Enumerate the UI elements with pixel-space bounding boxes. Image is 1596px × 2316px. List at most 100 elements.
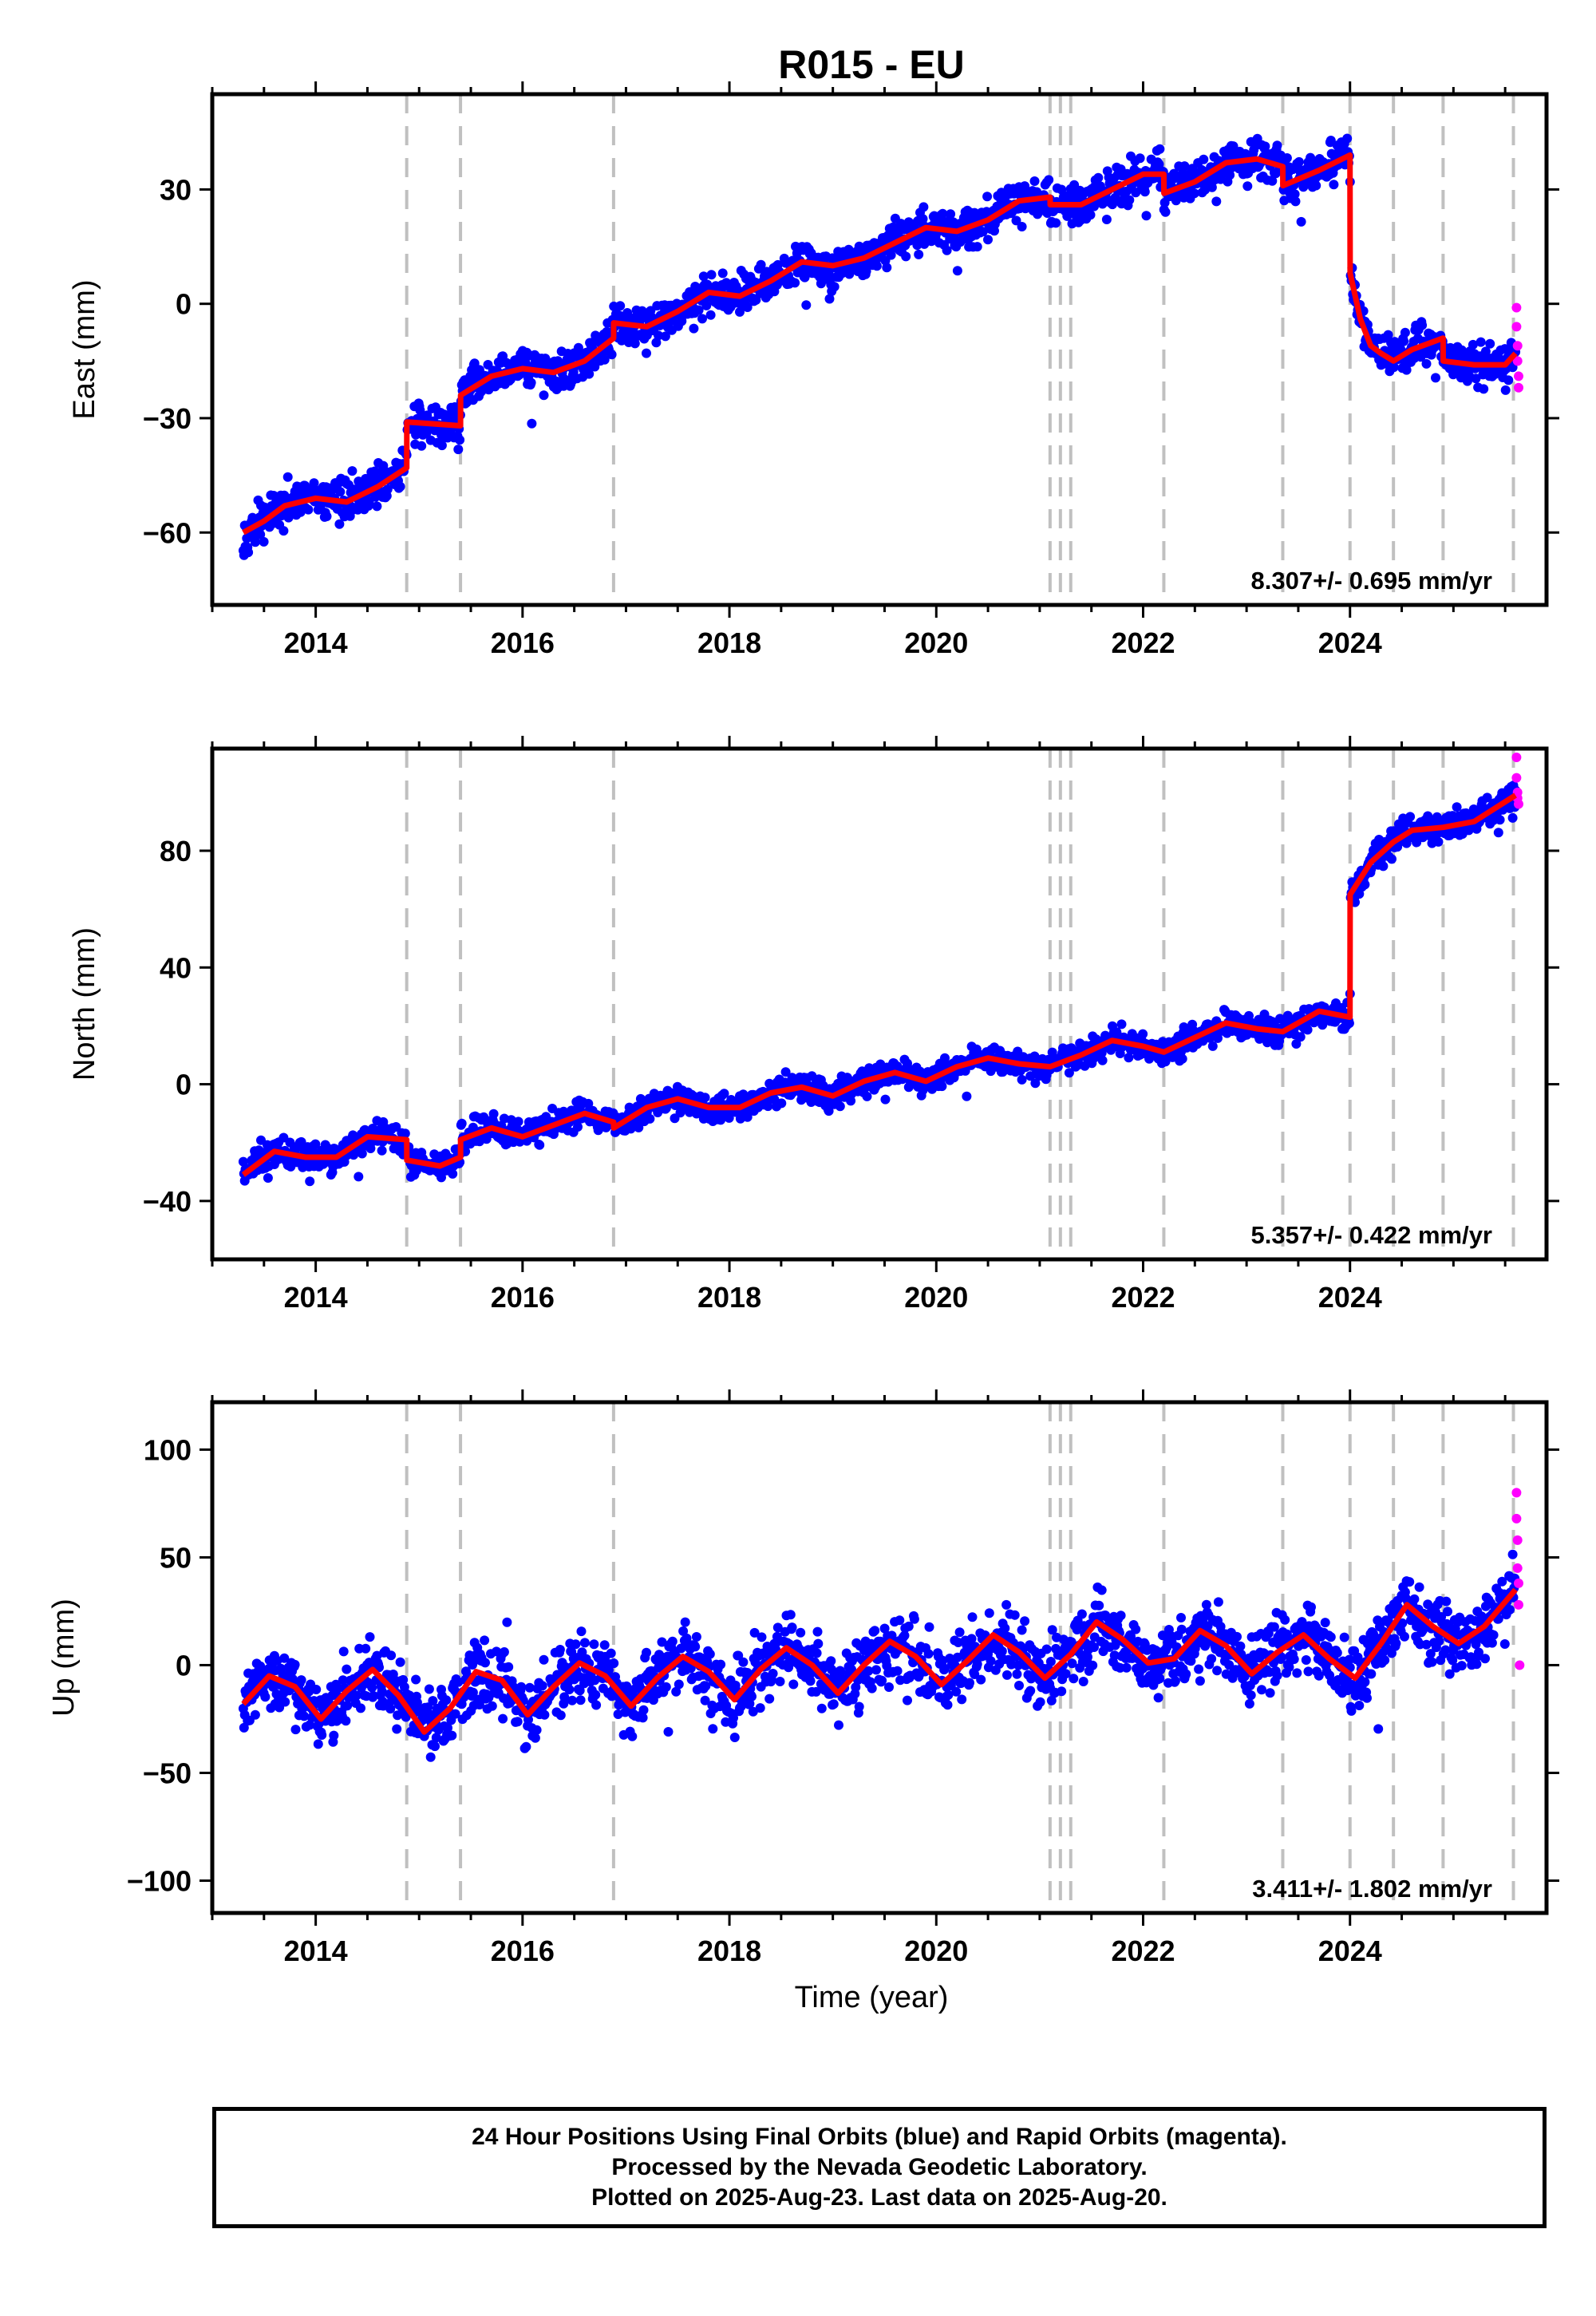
up-data-point <box>943 1690 954 1700</box>
east-data-point <box>590 362 600 372</box>
east-data-point <box>1329 180 1339 190</box>
up-data-point <box>663 1727 674 1737</box>
north-data-point <box>1291 1039 1302 1049</box>
north-data-point <box>1017 1074 1027 1085</box>
north-rapid-point <box>1511 773 1522 783</box>
north-data-point <box>1302 1025 1313 1035</box>
north-data-point <box>962 1091 972 1101</box>
up-data-point <box>338 1646 349 1657</box>
east-data-point <box>1211 196 1222 207</box>
up-final-orbit-points <box>238 1549 1521 1762</box>
north-data-point <box>700 1093 710 1103</box>
east-data-point <box>279 526 289 536</box>
east-data-point <box>1389 362 1399 373</box>
east-data-point <box>701 300 712 310</box>
up-data-point <box>447 1730 457 1741</box>
up-data-point <box>356 1682 366 1693</box>
up-data-point <box>290 1659 300 1670</box>
up-data-point <box>705 1649 715 1659</box>
east-data-point <box>369 466 380 476</box>
east-y-tick-label: 30 <box>160 173 192 206</box>
up-data-point <box>690 1642 701 1652</box>
north-rapid-point <box>1511 752 1522 762</box>
north-x-axis: 2014 2016 2018 2020 2022 2024 <box>211 736 1507 1314</box>
up-data-point <box>972 1659 982 1670</box>
up-data-point <box>411 1674 421 1685</box>
east-data-point <box>918 202 929 212</box>
north-data-point <box>880 1094 891 1105</box>
east-data-point <box>697 314 707 324</box>
north-data-point <box>513 1117 523 1127</box>
east-data-point <box>599 354 610 365</box>
east-data-point <box>654 330 664 341</box>
east-y-tick-label: −30 <box>143 402 192 435</box>
up-data-point <box>504 1662 514 1672</box>
north-data-point <box>1344 1018 1354 1029</box>
east-data-point <box>706 270 717 280</box>
north-event-lines <box>405 749 1515 1259</box>
up-data-point <box>1057 1686 1067 1697</box>
up-data-point <box>805 1676 816 1686</box>
up-data-point <box>965 1678 974 1688</box>
east-data-point <box>705 310 716 320</box>
up-data-point <box>854 1701 864 1712</box>
east-data-point <box>334 519 345 529</box>
up-data-point <box>341 1716 351 1726</box>
north-x-tick-label: 2020 <box>904 1281 968 1314</box>
north-data-point <box>488 1109 499 1119</box>
north-x-tick-label: 2014 <box>284 1281 348 1314</box>
east-data-point <box>1290 196 1301 207</box>
east-data-point <box>539 390 549 401</box>
up-data-point <box>909 1614 919 1624</box>
east-data-point <box>1029 176 1040 186</box>
east-data-point <box>1417 320 1428 330</box>
east-data-point <box>1500 385 1511 395</box>
up-data-point <box>903 1621 914 1631</box>
up-data-point <box>701 1681 711 1691</box>
up-data-point <box>351 1690 361 1701</box>
up-data-point <box>708 1724 718 1734</box>
east-data-point <box>1383 330 1393 340</box>
north-data-point <box>780 1067 791 1077</box>
east-data-point <box>901 251 911 262</box>
east-y-tick-label: 0 <box>176 288 192 321</box>
north-y-tick-label: −40 <box>143 1185 192 1218</box>
up-data-point <box>733 1650 744 1661</box>
east-data-point <box>1199 154 1209 164</box>
up-data-point <box>884 1682 894 1692</box>
up-data-point <box>942 1700 953 1710</box>
east-data-point <box>1225 170 1235 180</box>
up-data-point <box>851 1682 861 1693</box>
up-data-point <box>401 1712 411 1722</box>
east-data-point <box>642 348 651 358</box>
up-data-point <box>499 1647 509 1657</box>
north-data-point <box>1405 812 1416 822</box>
north-data-point <box>354 1172 364 1182</box>
up-data-point <box>579 1638 590 1648</box>
east-data-point <box>824 294 835 304</box>
east-rapid-point <box>1512 356 1523 366</box>
panel-up: 2014 2016 2018 2020 2022 2024−100−50050100Up … <box>47 1389 1559 1967</box>
up-data-point <box>512 1717 523 1727</box>
east-data-point <box>1471 373 1481 384</box>
east-data-point <box>983 235 993 245</box>
north-data-point <box>1433 836 1444 847</box>
north-data-point <box>1387 854 1396 864</box>
up-data-point <box>627 1731 638 1741</box>
up-data-point <box>305 1720 315 1730</box>
up-data-point <box>575 1695 586 1705</box>
east-data-point <box>364 498 374 508</box>
north-data-point <box>719 1089 729 1099</box>
east-data-point <box>437 441 447 451</box>
up-data-point <box>539 1709 550 1720</box>
up-data-point <box>1012 1669 1022 1679</box>
north-data-point <box>937 1081 947 1092</box>
up-data-point <box>539 1654 549 1665</box>
up-data-point <box>787 1622 797 1633</box>
